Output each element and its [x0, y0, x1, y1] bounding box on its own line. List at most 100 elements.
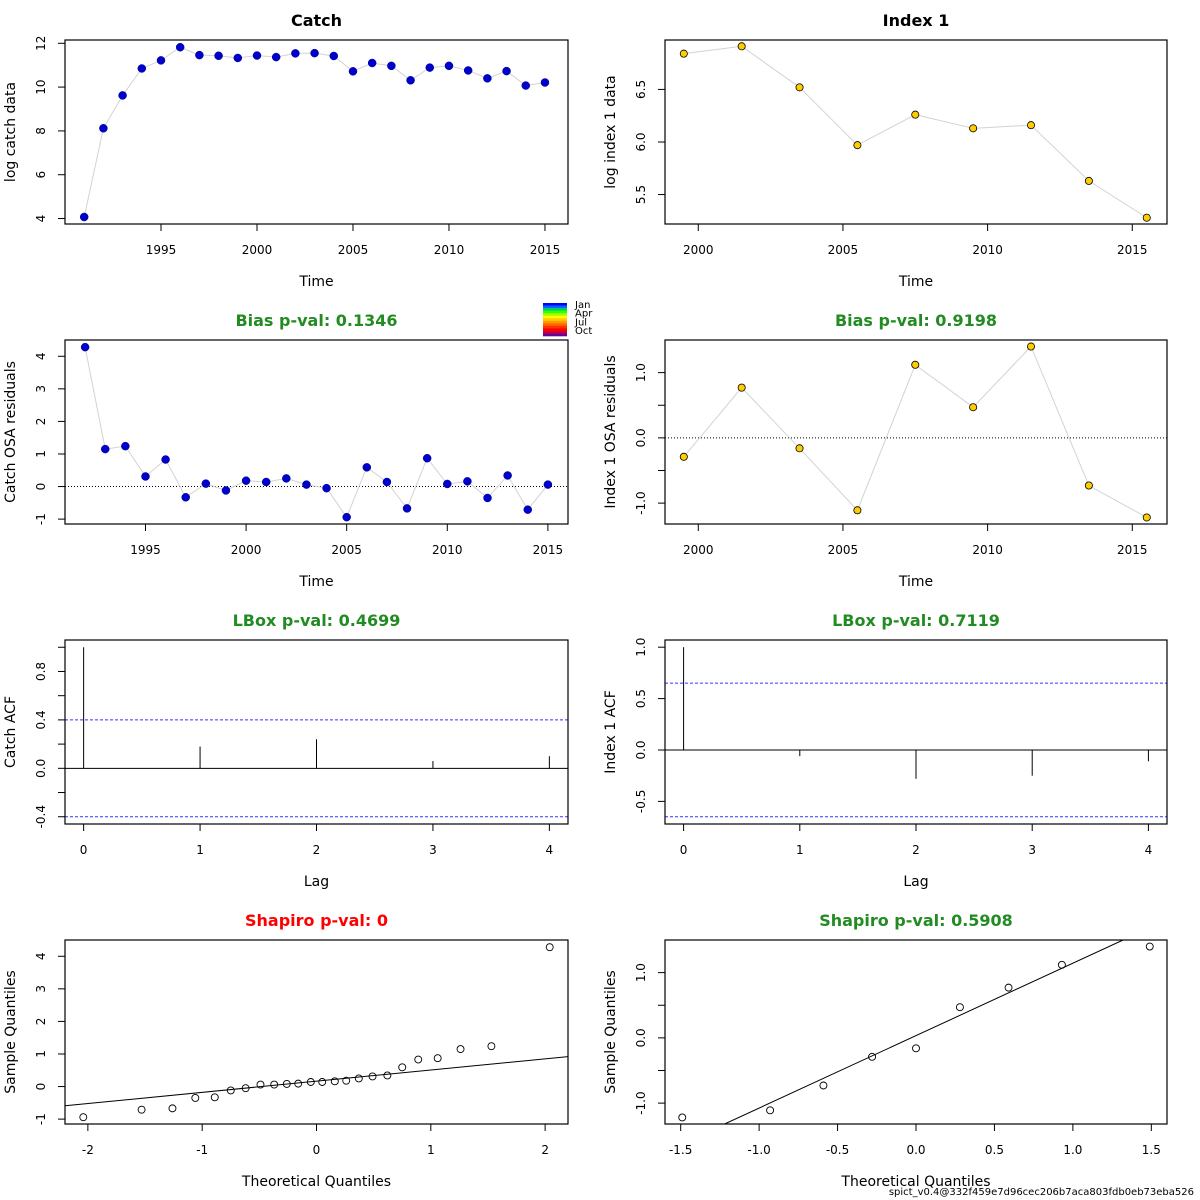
plot-area: [665, 647, 1167, 818]
qq-point: [819, 1081, 828, 1090]
data-point: [1027, 342, 1036, 351]
x-tick-label: 2010: [972, 543, 1003, 557]
y-tick-label: 0.0: [634, 1028, 648, 1047]
qq-reference-line: [724, 940, 1124, 1124]
y-tick-label: 6.5: [634, 80, 648, 99]
data-point: [521, 81, 531, 90]
x-tick-label: 3: [1028, 843, 1036, 857]
data-point: [80, 342, 90, 352]
x-tick-label: 0.0: [906, 1143, 925, 1157]
data-point: [99, 124, 108, 133]
qq-point: [330, 1077, 339, 1086]
plot-area: [79, 42, 550, 222]
data-point: [1027, 121, 1036, 130]
y-tick-label: 2: [34, 1018, 48, 1026]
panel-catch-acf: LBox p-val: 0.4699 Lag Catch ACF 0 1 2 3 4 -0.4 0…: [3, 611, 569, 890]
x-tick-label: 1.0: [1063, 1143, 1082, 1157]
data-point: [502, 66, 511, 76]
data-point: [175, 42, 185, 52]
y-tick-label: 12: [34, 36, 48, 51]
panel-catch-qq: Shapiro p-val: 0 Theoretical Quantiles Sam…: [3, 911, 569, 1190]
qq-point: [294, 1079, 303, 1088]
qq-point: [270, 1080, 279, 1089]
y-tick-label: -1: [34, 1113, 48, 1125]
y-tick-label: -1.0: [634, 491, 648, 514]
chart-title: LBox p-val: 0.4699: [233, 611, 401, 630]
qq-reference-line: [65, 1056, 568, 1107]
series-connector-line: [683, 345, 1147, 518]
x-tick-label: 1995: [130, 543, 161, 557]
data-point: [233, 53, 243, 63]
chart-title: Shapiro p-val: 0: [245, 911, 388, 930]
y-tick-label: 0: [34, 1083, 48, 1091]
data-point: [342, 512, 351, 522]
data-point: [503, 471, 512, 480]
legend-color-swatch: [543, 305, 567, 309]
chart-title: Shapiro p-val: 0.5908: [819, 911, 1013, 930]
x-tick-label: 2010: [432, 543, 463, 557]
legend-color-swatch: [543, 333, 567, 337]
panel-index-data: Index 1 Time log index 1 data 2000 2005 2010 2…: [603, 11, 1168, 290]
qq-point: [433, 1054, 442, 1063]
data-point: [463, 477, 472, 486]
y-axis-label: Index 1 ACF: [603, 690, 619, 774]
data-point: [483, 74, 492, 83]
y-tick-label: 0.4: [34, 710, 48, 729]
panel-index-residuals: Bias p-val: 0.9198 Time Index 1 OSA residu…: [603, 311, 1168, 590]
data-point: [1084, 481, 1093, 490]
x-tick-label: 2010: [434, 243, 465, 257]
plot-frame: [664, 939, 1168, 1125]
legend-color-swatch: [543, 313, 567, 316]
y-tick-label: 2: [34, 418, 48, 426]
x-tick-label: 2015: [533, 543, 564, 557]
legend-color-swatch: [543, 318, 567, 322]
y-axis-label: log index 1 data: [603, 75, 619, 188]
x-tick-label: 2010: [972, 243, 1003, 257]
x-tick-label: 1.5: [1142, 1143, 1161, 1157]
data-point: [853, 141, 862, 150]
data-point: [444, 61, 454, 71]
qq-point: [137, 1105, 146, 1114]
data-point: [853, 506, 862, 515]
y-tick-label: 4: [34, 215, 48, 223]
x-tick-label: 2: [313, 843, 321, 857]
legend-color-swatch: [543, 325, 567, 329]
y-axis-label: log catch data: [3, 82, 19, 182]
legend-color-swatch: [543, 310, 567, 314]
y-tick-label: 1: [34, 1050, 48, 1058]
data-point: [540, 78, 550, 87]
y-tick-label: 3: [34, 985, 48, 993]
data-point: [679, 49, 688, 58]
legend-month-label: Oct: [575, 326, 592, 337]
data-point: [221, 486, 231, 495]
x-tick-label: 2005: [331, 543, 362, 557]
qq-point: [241, 1084, 250, 1093]
qq-point: [168, 1104, 177, 1113]
y-tick-label: 1.0: [634, 963, 648, 982]
legend-color-swatch: [543, 308, 567, 311]
legend-color-swatch: [543, 330, 567, 334]
data-point: [302, 480, 311, 489]
y-tick-label: -0.4: [34, 805, 48, 828]
data-point: [121, 441, 130, 451]
x-tick-label: 2000: [683, 243, 714, 257]
x-tick-label: 2: [912, 843, 920, 857]
data-point: [252, 51, 262, 60]
y-axis-label: Sample Quantiles: [603, 970, 619, 1093]
x-tick-label: 2015: [1117, 243, 1148, 257]
qq-point: [414, 1055, 423, 1064]
plot-area: [65, 943, 568, 1122]
data-point: [382, 477, 392, 487]
data-point: [406, 76, 415, 85]
y-tick-label: 0.0: [34, 759, 48, 778]
qq-point: [226, 1086, 235, 1095]
data-point: [463, 66, 473, 75]
data-point: [214, 51, 223, 61]
plot-frame: [664, 339, 1168, 525]
plot-area: [65, 647, 568, 818]
plot-frame: [64, 939, 569, 1125]
qq-point: [456, 1045, 465, 1054]
x-axis-label: Lag: [304, 874, 329, 890]
plot-frame: [664, 639, 1168, 825]
